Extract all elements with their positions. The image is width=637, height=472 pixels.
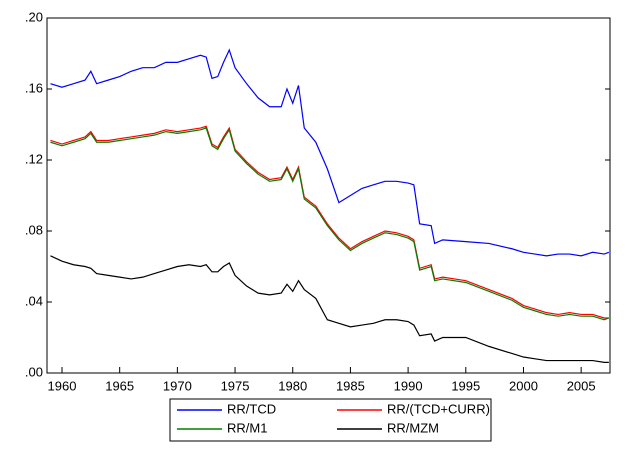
y-tick-label: .04: [25, 293, 43, 308]
series-line: [50, 125, 609, 319]
series-line: [50, 255, 609, 363]
legend-label: RR/MZM: [387, 420, 439, 435]
legend-box: [169, 398, 492, 442]
y-tick-label: .12: [25, 151, 43, 166]
x-tick-label: 1965: [105, 378, 134, 393]
x-tick-label: 1970: [163, 378, 192, 393]
series-line: [50, 48, 610, 257]
y-tick-label: .20: [25, 9, 43, 24]
x-tick-label: 1980: [278, 378, 307, 393]
legend-label: RR/M1: [227, 420, 267, 435]
y-tick-label: .00: [25, 364, 43, 379]
x-tick-label: 1985: [336, 378, 365, 393]
x-tick-label: 1995: [451, 378, 480, 393]
x-tick-label: 2000: [509, 378, 538, 393]
y-tick-label: .08: [25, 222, 43, 237]
x-tick-label: 2005: [567, 378, 596, 393]
plot-frame: [46, 17, 611, 374]
legend-label: RR/TCD: [227, 401, 276, 416]
series-line: [50, 127, 610, 321]
x-tick-label: 1960: [48, 378, 77, 393]
x-tick-label: 1975: [221, 378, 250, 393]
y-tick-label: .16: [25, 80, 43, 95]
x-tick-label: 1990: [394, 378, 423, 393]
legend-label: RR/(TCD+CURR): [387, 401, 490, 416]
